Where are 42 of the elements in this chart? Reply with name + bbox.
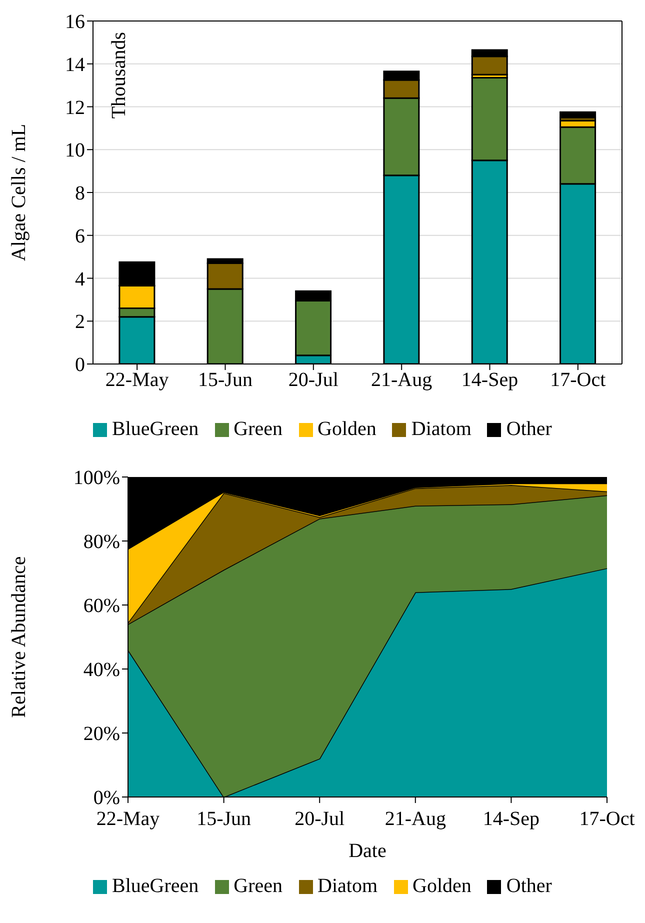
legend-label: Other: [506, 875, 552, 898]
x-tick-label: 21-Aug: [384, 808, 446, 830]
x-tick-label: 22-May: [96, 808, 160, 830]
y-tick-label: 8: [75, 182, 85, 205]
legend-label: Diatom: [318, 875, 378, 898]
legend-label: BlueGreen: [112, 418, 199, 441]
x-tick-label: 17-Oct: [550, 369, 606, 392]
y-tick-label: 12: [65, 96, 85, 119]
x-tick-label: 20-Jul: [288, 369, 339, 392]
legend-label: Golden: [318, 418, 376, 441]
y-tick-label: 0%: [93, 787, 120, 810]
x-tick-label: 22-May: [105, 369, 169, 392]
y-axis-title: Algae Cells / mL: [8, 124, 30, 262]
y-tick-label: 4: [75, 268, 85, 290]
x-tick-label: 15-Jun: [196, 808, 252, 830]
legend-label: Green: [234, 418, 283, 441]
x-tick-label: 21-Aug: [371, 369, 432, 392]
legend-label: Golden: [412, 875, 472, 898]
y-tick-label: 80%: [83, 531, 120, 554]
x-tick-label: 20-Jul: [294, 808, 346, 830]
y-tick-label: 2: [75, 311, 85, 334]
legend-label: Green: [234, 875, 283, 898]
y-tick-label: 20%: [83, 723, 120, 746]
x-tick-label: 17-Oct: [579, 808, 636, 830]
legend-label: BlueGreen: [112, 875, 199, 898]
y-tick-label: 6: [75, 225, 85, 248]
x-tick-label: 14-Sep: [461, 369, 518, 392]
x-tick-label: 15-Jun: [198, 369, 252, 392]
y-tick-label: 16: [65, 11, 85, 34]
y-tick-label: 10: [65, 140, 85, 162]
y-tick-label: 14: [65, 54, 85, 76]
bar: [560, 111, 596, 118]
annotation: Thousands: [108, 32, 131, 119]
x-tick-label: 14-Sep: [482, 808, 540, 830]
x-axis-title: Date: [348, 840, 386, 862]
y-tick-label: 0: [75, 354, 85, 376]
y-tick-label: 60%: [83, 595, 120, 618]
y-tick-label: 100%: [73, 467, 120, 490]
y-tick-label: 40%: [83, 659, 120, 682]
legend-label: Diatom: [411, 418, 472, 441]
legend-label: Other: [506, 418, 552, 441]
y-axis-title: Relative Abundance: [8, 556, 30, 718]
